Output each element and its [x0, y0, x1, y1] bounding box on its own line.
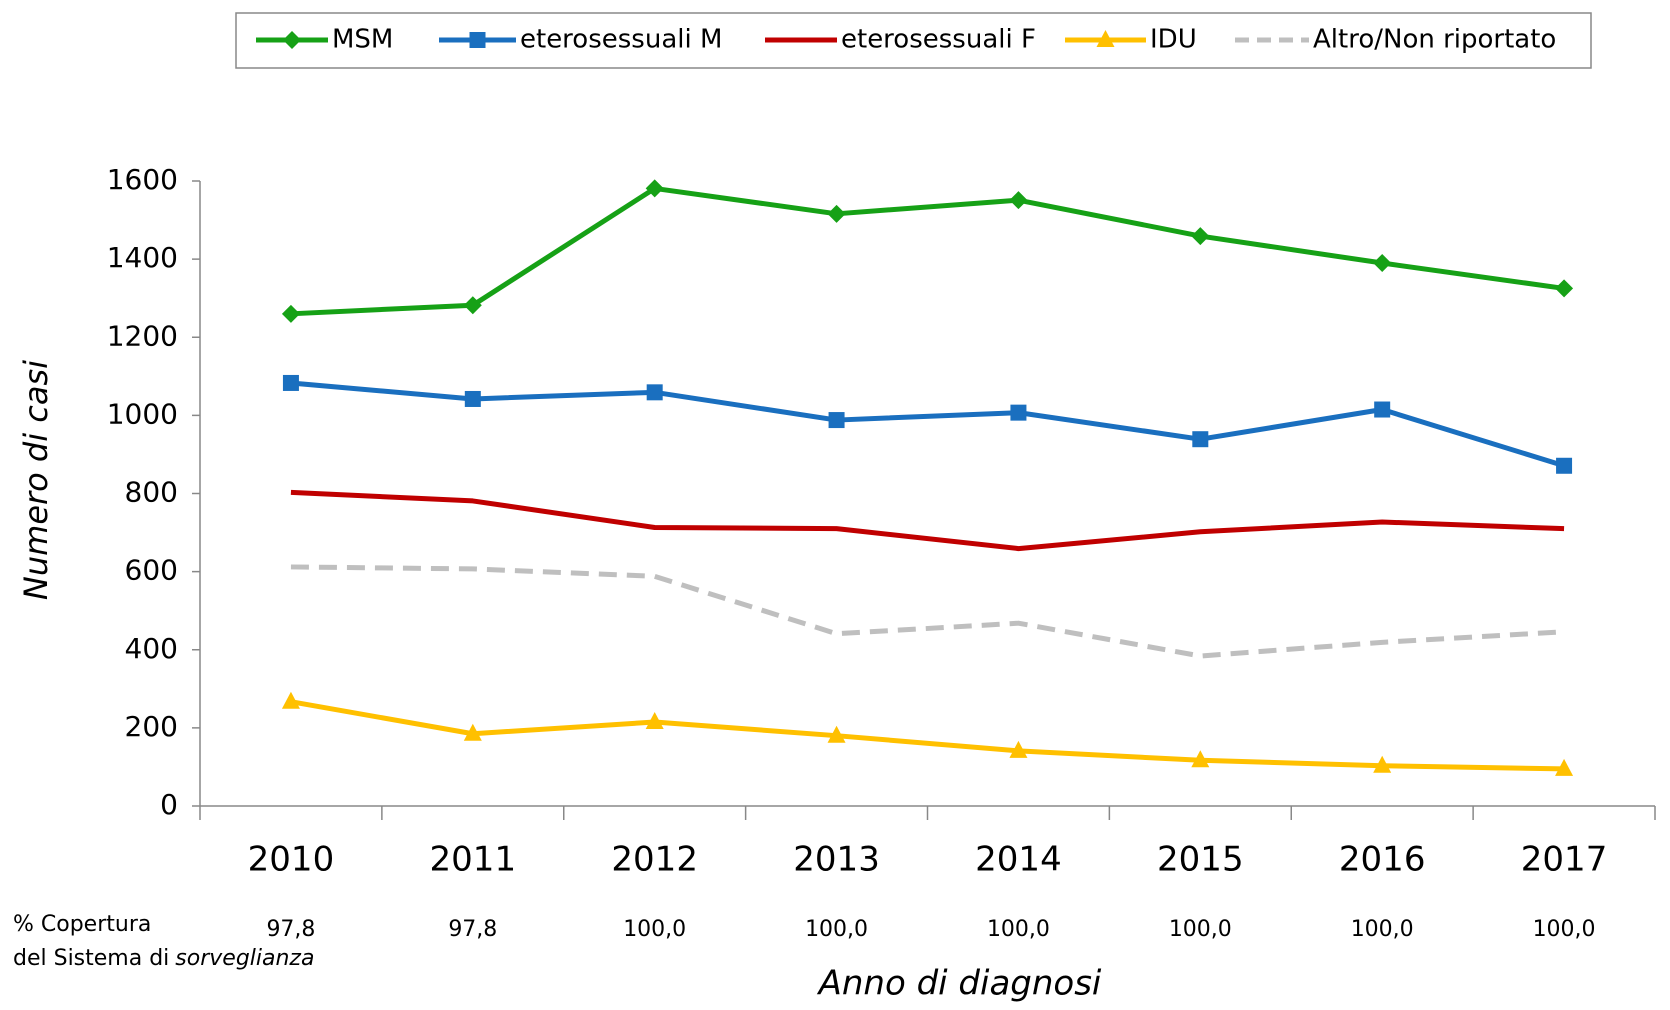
- marker: [827, 204, 846, 223]
- coverage-label: del Sistema di: [13, 946, 169, 971]
- marker: [1191, 750, 1210, 768]
- marker: [1555, 279, 1574, 298]
- marker: [1556, 457, 1573, 474]
- marker: [283, 31, 301, 49]
- legend-label: eterosessuali F: [841, 25, 1036, 55]
- series-line: [290, 699, 1565, 772]
- x-tick-label: 2010: [248, 840, 335, 880]
- x-axis-title: Anno di diagnosi: [817, 964, 1102, 1004]
- coverage-label: del Sistema di sorveglianza: [13, 946, 314, 971]
- y-tick-label: 1400: [107, 241, 178, 274]
- x-tick-label: 2012: [611, 840, 698, 880]
- marker: [1009, 191, 1028, 210]
- series-line: [290, 380, 1565, 469]
- x-tick-label: 2017: [1521, 840, 1608, 880]
- legend-label: eterosessuali M: [520, 25, 722, 55]
- y-axis-title: Numero di casi: [17, 360, 55, 600]
- coverage-value: 100,0: [1351, 917, 1414, 942]
- coverage-value: 100,0: [623, 917, 686, 942]
- x-tick-label: 2016: [1339, 840, 1426, 880]
- marker: [1096, 30, 1115, 47]
- marker: [1374, 401, 1391, 418]
- y-tick-label: 0: [160, 788, 178, 821]
- marker: [827, 725, 846, 743]
- marker: [1191, 227, 1210, 246]
- marker: [645, 179, 664, 198]
- marker: [1010, 404, 1027, 421]
- y-tick-label: 600: [125, 554, 178, 587]
- series-line: [290, 564, 1565, 659]
- legend-label: IDU: [1150, 25, 1197, 55]
- coverage-value: 100,0: [1533, 917, 1596, 942]
- marker: [281, 691, 300, 709]
- marker: [282, 374, 299, 391]
- marker: [1373, 254, 1392, 273]
- series-line: [290, 489, 1565, 552]
- x-tick-label: 2014: [975, 840, 1062, 880]
- marker: [1373, 755, 1392, 773]
- marker: [469, 32, 486, 48]
- coverage-label: % Copertura: [13, 912, 151, 937]
- x-tick-label: 2015: [1157, 840, 1244, 880]
- y-tick-label: 1000: [107, 397, 178, 430]
- y-tick-label: 200: [125, 710, 178, 743]
- coverage-value: 100,0: [1169, 917, 1232, 942]
- y-tick-label: 400: [125, 632, 178, 665]
- marker: [281, 304, 300, 323]
- marker: [1555, 758, 1574, 776]
- coverage-label: sorveglianza: [175, 946, 314, 971]
- marker: [1192, 431, 1209, 448]
- coverage-value: 97,8: [266, 917, 315, 942]
- coverage-value: 97,8: [448, 917, 497, 942]
- marker: [463, 296, 482, 315]
- y-tick-label: 800: [125, 476, 178, 509]
- marker: [828, 412, 845, 429]
- marker: [1009, 740, 1028, 758]
- y-tick-label: 1200: [107, 319, 178, 352]
- legend-label: MSM: [332, 25, 393, 55]
- marker: [463, 723, 482, 741]
- marker: [645, 712, 664, 730]
- coverage-value: 100,0: [987, 917, 1050, 942]
- marker: [646, 384, 663, 401]
- coverage-value: 100,0: [805, 917, 868, 942]
- legend-label: Altro/Non riportato: [1313, 25, 1556, 55]
- marker: [464, 390, 481, 407]
- series-line: [290, 185, 1565, 317]
- y-tick-label: 1600: [107, 163, 178, 196]
- x-tick-label: 2013: [793, 840, 880, 880]
- x-tick-label: 2011: [430, 840, 517, 880]
